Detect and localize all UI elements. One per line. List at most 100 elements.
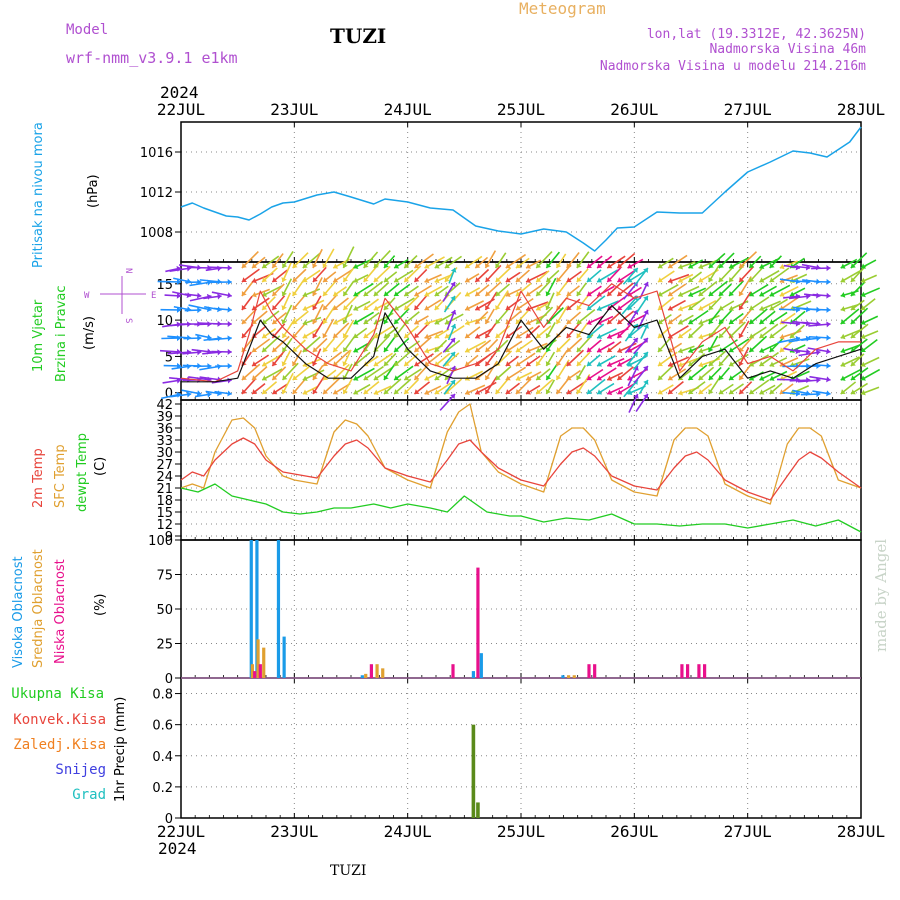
wind-arrow-head: [311, 361, 318, 366]
wind-arrow-head: [312, 319, 318, 324]
wind-arrow-head: [698, 277, 704, 283]
wind-arrow-head: [556, 291, 562, 296]
wind-arrow-head: [252, 347, 258, 353]
cloud-bar-low: [686, 664, 690, 678]
wind-arrow-head: [678, 319, 684, 325]
wind-arrow-head: [749, 277, 755, 282]
wind-arrow-head: [668, 375, 674, 381]
wind-arrow-head: [282, 347, 288, 352]
cloud-bar-mid: [567, 675, 571, 678]
precip-bar: [471, 724, 476, 818]
wind-arrow-head: [383, 319, 389, 324]
wind-arrow-head: [826, 321, 831, 328]
wind-arrow-head: [698, 389, 704, 394]
wind-arrow-head: [658, 375, 663, 380]
wind-arrow-head: [227, 264, 232, 271]
wind-arrow-head: [826, 292, 831, 299]
wind-arrow-head: [643, 268, 648, 273]
y-tick-label: 1012: [140, 186, 173, 201]
y-tick-label: 0: [165, 387, 173, 402]
cloud-bar-low: [680, 664, 684, 678]
wind-arrow-head: [708, 375, 714, 380]
wind-arrow-head: [850, 333, 856, 338]
wind-arrow-head: [333, 347, 339, 352]
wind-arrow-head: [394, 361, 400, 366]
wind-arrow-head: [272, 263, 278, 268]
wind-arrow-head: [434, 277, 440, 284]
wind-arrow-head: [816, 363, 821, 370]
wind-arrow-head: [586, 347, 592, 352]
wind-arrow-head: [769, 389, 775, 394]
wind-arrow-head: [576, 291, 582, 296]
wind-arrow-head: [342, 389, 348, 394]
wind-arrow-head: [739, 263, 745, 268]
wind-arrow-head: [353, 263, 359, 269]
wind-arrow-head: [607, 389, 613, 396]
wind-arrow-head: [176, 278, 181, 285]
wind-arrow-head: [363, 389, 369, 394]
wind-arrow-head: [586, 319, 592, 326]
wind-arrow-head: [597, 389, 603, 395]
wind-arrow-head: [769, 347, 775, 352]
wind-arrow-head: [424, 291, 430, 297]
wind-arrow-head: [861, 375, 866, 381]
wind-arrow-head: [826, 265, 831, 272]
wind-arrow-head: [718, 319, 724, 324]
cloud-bar-high: [255, 540, 259, 678]
wind-arrow-head: [718, 375, 724, 380]
wind-arrow-head: [708, 347, 714, 352]
wind-arrow-head: [252, 277, 257, 284]
wind-arrow-head: [450, 394, 456, 399]
wind-arrow-head: [262, 389, 268, 394]
wind-arrow-head: [197, 307, 202, 314]
wind-arrow-head: [729, 347, 735, 353]
y-tick-label: 12: [156, 518, 173, 533]
wind-arrow-head: [729, 319, 735, 325]
wind-arrow-head: [850, 291, 856, 296]
wind-arrow-head: [688, 263, 694, 269]
wind-arrow-head: [465, 389, 471, 396]
wind-arrow-head: [708, 305, 714, 310]
wind-arrow-head: [206, 334, 212, 341]
wind-arrow-head: [708, 389, 714, 394]
wind-arrow-head: [850, 375, 856, 381]
wind-arrow-head: [394, 333, 399, 338]
wind-arrow-head: [241, 305, 247, 310]
wind-arrow-head: [643, 394, 649, 399]
wind-arrow-head: [576, 319, 582, 324]
wind-arrow-head: [342, 361, 348, 366]
wind-arrow-head: [840, 389, 846, 394]
wind-arrow-head: [546, 277, 552, 282]
wind-arrow-head: [688, 333, 694, 338]
wind-arrow-head: [749, 319, 755, 324]
y-tick-label: 1016: [140, 146, 173, 161]
wind-arrow-head: [789, 333, 795, 338]
wind-arrow-head: [759, 389, 765, 395]
wind-arrow-head: [708, 263, 714, 268]
wind-arrow-head: [545, 389, 551, 394]
wind-arrow-head: [475, 347, 481, 352]
cloud-bar-mid: [262, 647, 266, 678]
wind-arrow-head: [688, 305, 694, 310]
wind-arrow-head: [658, 277, 664, 283]
wind-arrow-head: [826, 278, 831, 285]
compass-s: S: [123, 318, 133, 323]
wind-arrow-head: [586, 305, 592, 310]
wind-arrow-head: [292, 347, 298, 352]
wind-arrow-head: [607, 333, 613, 340]
wind-arrow-head: [627, 347, 633, 353]
legend-total: Ukupna Kisa: [11, 686, 104, 702]
wind-arrow-head: [292, 277, 298, 282]
y-tick-label: 0: [165, 812, 173, 827]
lonlat-label: lon,lat (19.3312E, 42.3625N): [647, 27, 866, 42]
wind-arrow-head: [465, 277, 471, 283]
model-label: Model: [66, 22, 108, 38]
compass-e: E: [151, 291, 156, 301]
wind-arrow-head: [698, 263, 704, 270]
day-label-bottom: 22JUL: [157, 822, 205, 841]
wind-arrow-head: [678, 277, 684, 283]
wind-arrow-head: [576, 375, 582, 380]
wind-arrow-head: [475, 389, 481, 395]
wind-arrow-head: [556, 389, 562, 394]
